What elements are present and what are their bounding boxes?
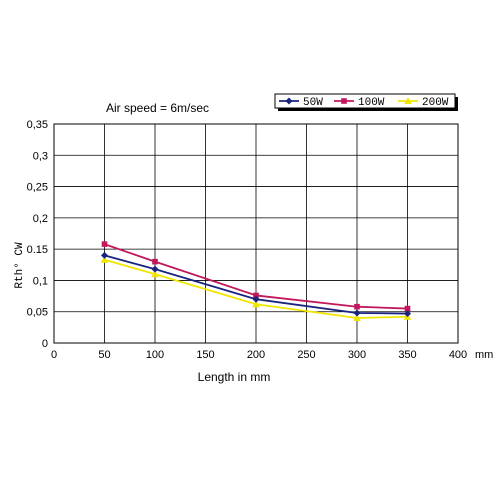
y-tick-label: 0.15	[27, 244, 48, 256]
legend-label: 50W	[303, 97, 323, 109]
y-tick-label: 0,2	[33, 213, 48, 225]
y-tick-label: 0,35	[27, 119, 48, 131]
y-tick-label: 0,3	[33, 150, 48, 162]
legend-item: 50W	[279, 97, 323, 109]
legend-box	[274, 93, 456, 109]
x-tick-label: 50	[98, 349, 110, 361]
legend-item: 100W	[334, 97, 385, 109]
data-point	[151, 270, 159, 278]
data-point	[252, 295, 260, 303]
x-axis-unit: mm	[475, 349, 493, 361]
data-point	[404, 305, 411, 312]
data-point	[151, 265, 159, 273]
series-50W	[101, 251, 411, 318]
data-point	[101, 241, 108, 247]
data-point	[253, 292, 259, 299]
x-tick-label: 300	[348, 349, 366, 361]
data-point	[101, 251, 108, 259]
x-tick-label: 200	[247, 349, 265, 361]
legend-marker	[285, 97, 293, 105]
legend-marker	[404, 97, 412, 104]
y-axis-label: Rth° CW	[14, 242, 26, 289]
data-point	[353, 309, 361, 317]
y-tick-label: 0,05	[27, 307, 48, 319]
y-tick-label: 0,1	[33, 275, 48, 287]
legend-marker	[341, 98, 347, 104]
x-tick-label: 350	[398, 349, 416, 361]
data-point	[100, 255, 109, 263]
x-tick-label: 250	[297, 349, 315, 361]
x-tick-label: 100	[146, 349, 164, 361]
legend: 50W 100W 200W	[274, 93, 458, 111]
plot-area	[53, 123, 459, 344]
data-point	[152, 258, 158, 265]
data-point	[354, 303, 360, 310]
y-tick-label: 0	[42, 338, 48, 350]
x-tick-label: 0	[51, 349, 57, 361]
data-point	[353, 314, 361, 321]
data-point	[252, 300, 260, 308]
x-axis-label: Length in mm	[198, 370, 271, 384]
data-point	[404, 310, 411, 318]
legend-label: 200W	[422, 97, 449, 109]
legend-item: 200W	[398, 97, 449, 109]
x-tick-label: 150	[196, 349, 214, 361]
legend-label: 100W	[358, 97, 385, 109]
series-100W	[101, 241, 411, 312]
chart-title: Air speed = 6m/sec	[106, 101, 209, 115]
x-tick-label: 400	[449, 349, 467, 361]
series-200W	[100, 255, 412, 321]
y-tick-label: 0,25	[27, 182, 48, 194]
